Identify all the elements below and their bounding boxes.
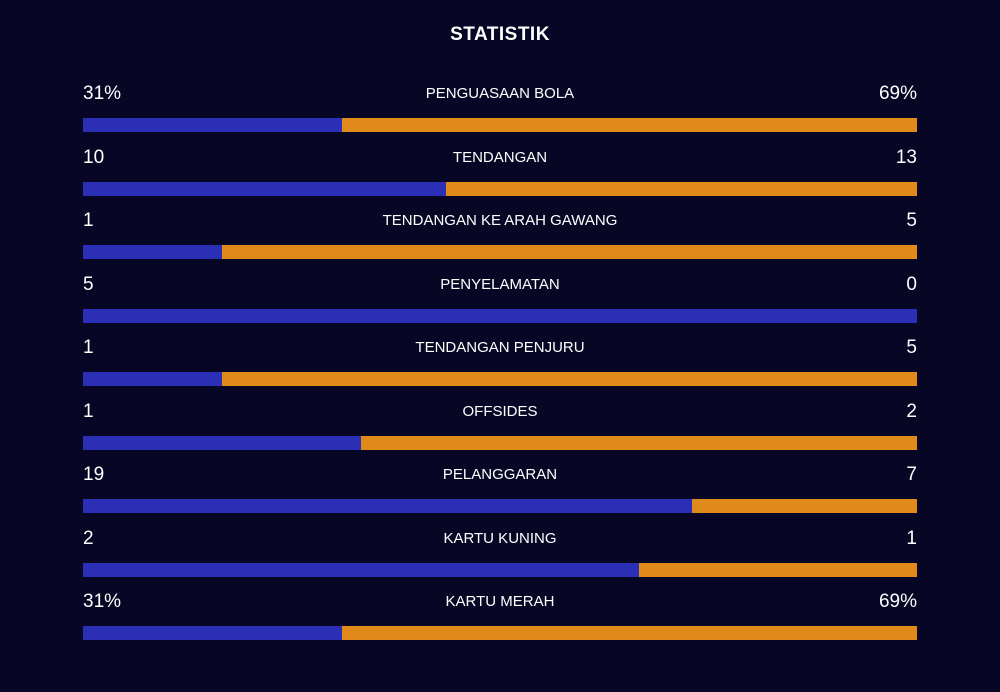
stat-row-kartu-merah: 31% KARTU MERAH 69%	[83, 588, 917, 652]
stat-header: 2 KARTU KUNING 1	[83, 525, 917, 563]
stat-label: PELANGGARAN	[442, 466, 558, 483]
stat-label: TENDANGAN PENJURU	[415, 339, 585, 356]
away-bar-segment	[222, 245, 917, 259]
stat-label: TENDANGAN	[452, 148, 548, 166]
stat-header: 1 TENDANGAN KE ARAH GAWANG 5	[83, 207, 917, 245]
away-value: 2	[906, 400, 917, 422]
away-bar-segment	[692, 499, 917, 513]
home-bar-segment	[83, 308, 917, 323]
stat-header: 1 OFFSIDES 2	[83, 398, 917, 436]
away-bar-segment	[639, 562, 917, 577]
home-value: 1	[83, 400, 94, 422]
home-bar-segment	[83, 245, 223, 259]
stat-label: PENYELAMATAN	[440, 275, 560, 293]
home-bar-segment	[83, 118, 342, 132]
stat-bar	[83, 372, 917, 386]
home-bar-segment	[83, 181, 446, 196]
away-bar-segment	[222, 372, 917, 386]
stat-header: 10 TENDANGAN 13	[83, 144, 917, 182]
home-value: 1	[83, 210, 94, 231]
stat-label: KARTU MERAH	[445, 593, 555, 610]
home-value: 5	[83, 273, 94, 295]
away-value: 5	[906, 210, 917, 231]
home-value: 2	[83, 527, 94, 549]
stat-bar	[83, 499, 917, 513]
stat-row-tendangan-penjuru: 1 TENDANGAN PENJURU 5	[83, 334, 917, 398]
home-value: 10	[83, 146, 105, 168]
home-bar-segment	[83, 499, 693, 513]
away-value: 7	[906, 464, 917, 485]
stat-row-tendangan: 10 TENDANGAN 13	[83, 144, 917, 208]
away-value: 0	[906, 273, 917, 295]
home-bar-segment	[83, 435, 361, 450]
stat-header: 1 TENDANGAN PENJURU 5	[83, 334, 917, 372]
stat-row-kartu-kuning: 2 KARTU KUNING 1	[83, 525, 917, 589]
page-title: STATISTIK	[450, 24, 550, 45]
stat-bar	[83, 181, 917, 196]
away-bar-segment	[445, 181, 917, 196]
stats-list: 31% PENGUASAAN BOLA 69% 10 TENDANGAN 13 …	[83, 80, 917, 652]
stat-row-offsides: 1 OFFSIDES 2	[83, 398, 917, 462]
away-value: 69%	[878, 83, 917, 104]
stat-bar	[83, 245, 917, 259]
stat-bar	[83, 626, 917, 640]
home-value: 19	[83, 464, 105, 485]
away-bar-segment	[341, 118, 917, 132]
stat-bar	[83, 308, 917, 323]
home-value: 31%	[83, 83, 122, 104]
home-bar-segment	[83, 626, 342, 640]
away-bar-segment	[341, 626, 917, 640]
stat-header: 31% KARTU MERAH 69%	[83, 588, 917, 626]
stat-row-penyelamatan: 5 PENYELAMATAN 0	[83, 271, 917, 335]
stat-row-tendangan-ke-arah-gawang: 1 TENDANGAN KE ARAH GAWANG 5	[83, 207, 917, 271]
stat-bar	[83, 118, 917, 132]
stat-label: PENGUASAAN BOLA	[425, 85, 575, 102]
stat-row-penguasaan-bola: 31% PENGUASAAN BOLA 69%	[83, 80, 917, 144]
stat-bar	[83, 435, 917, 450]
away-value: 1	[906, 527, 917, 549]
stat-header: 19 PELANGGARAN 7	[83, 461, 917, 499]
home-bar-segment	[83, 562, 640, 577]
stat-label: KARTU KUNING	[443, 529, 557, 547]
home-bar-segment	[83, 372, 223, 386]
away-value: 5	[906, 337, 917, 358]
home-value: 1	[83, 337, 94, 358]
stat-header: 5 PENYELAMATAN 0	[83, 271, 917, 309]
stat-bar	[83, 562, 917, 577]
stat-row-pelanggaran: 19 PELANGGARAN 7	[83, 461, 917, 525]
stat-label: TENDANGAN KE ARAH GAWANG	[382, 212, 618, 229]
stat-header: 31% PENGUASAAN BOLA 69%	[83, 80, 917, 118]
home-value: 31%	[83, 591, 122, 612]
away-bar-segment	[360, 435, 917, 450]
away-value: 69%	[878, 591, 917, 612]
stat-label: OFFSIDES	[462, 402, 538, 420]
away-value: 13	[895, 146, 917, 168]
